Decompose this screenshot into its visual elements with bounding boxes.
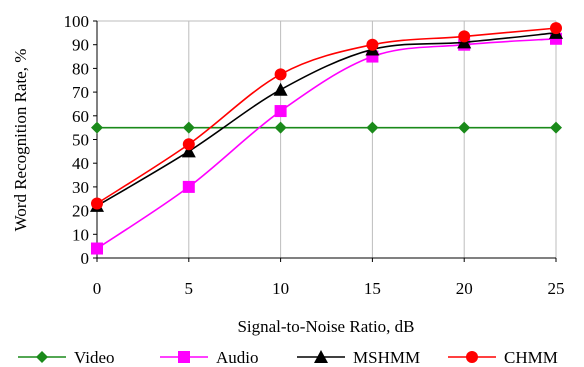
legend-label: CHMM [504,348,558,367]
mshmm-point [273,82,288,96]
chmm-line [96,27,557,205]
y-tick-label: 10 [72,225,89,244]
y-tick-labels: 0 10 20 30 40 50 60 70 80 90 100 [64,12,90,268]
x-tick-label: 25 [548,279,565,298]
audio-point [91,242,103,255]
chmm-point [91,197,103,210]
x-tick-label: 20 [456,279,473,298]
axes [93,20,557,262]
x-tick-label: 15 [364,279,381,298]
x-tick-label: 10 [272,279,289,298]
chmm-point [274,68,287,81]
video-point [366,121,379,134]
y-tick-label: 100 [64,12,90,31]
x-axis-label: Signal-to-Noise Ratio, dB [237,317,414,336]
audio-point [182,180,195,193]
chmm-point [366,38,379,51]
chmm-point [550,22,562,35]
series-chmm [91,22,562,210]
legend-swatch-marker [36,351,48,363]
video-point [458,121,471,134]
series [90,22,563,255]
y-tick-label: 50 [72,131,89,150]
series-mshmm [90,25,563,212]
series-video [91,121,562,134]
y-tick-label: 20 [72,202,89,221]
legend-item-chmm: CHMM [448,348,558,367]
legend-label: Audio [216,348,259,367]
x-tick-label: 5 [185,279,194,298]
mshmm-point [181,144,196,158]
legend-item-mshmm: MSHMM [297,348,420,367]
legend-label: Video [74,348,115,367]
video-point [550,121,562,134]
legend-item-audio: Audio [160,348,259,367]
video-point [274,121,287,134]
y-tick-label: 0 [81,249,90,268]
audio-line [96,37,557,250]
y-axis-label: Word Recognition Rate, % [11,49,30,232]
legend-swatch-marker [178,351,190,363]
y-tick-label: 30 [72,178,89,197]
x-tick-label: 0 [93,279,102,298]
series-audio [91,32,562,255]
video-point [91,121,103,134]
legend-item-video: Video [18,348,115,367]
legend: Video Audio MSHMM CHMM [18,348,558,367]
legend-swatch-marker [314,350,328,363]
y-tick-label: 40 [72,154,89,173]
y-tick-label: 80 [72,59,89,78]
chmm-point [182,138,195,151]
y-tick-label: 70 [72,83,89,102]
y-tick-label: 60 [72,107,89,126]
grid [97,20,557,258]
chmm-point [458,30,471,43]
y-tick-label: 90 [72,36,89,55]
audio-point [274,105,287,118]
video-point [182,121,195,134]
legend-label: MSHMM [353,348,420,367]
legend-swatch-marker [466,351,478,363]
x-tick-labels: 0 5 10 15 20 25 [93,279,565,298]
mshmm-line [96,32,557,207]
